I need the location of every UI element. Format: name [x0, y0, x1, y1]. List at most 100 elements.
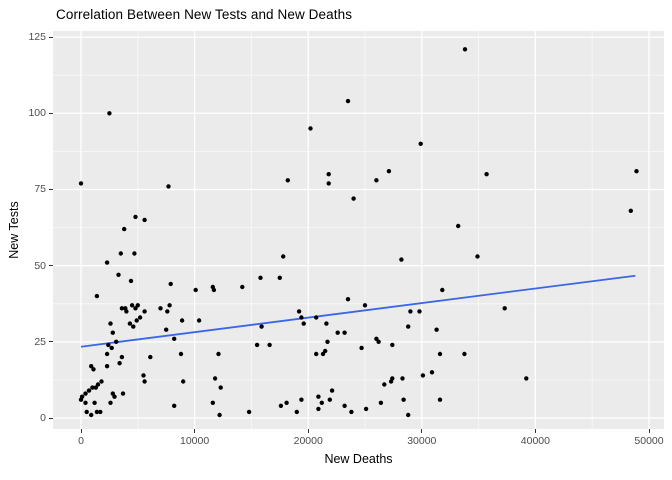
- scatter-point: [89, 364, 94, 369]
- scatter-point: [133, 214, 138, 220]
- scatter-point: [133, 306, 138, 311]
- scatter-point: [104, 260, 110, 265]
- scatter-point: [119, 306, 125, 311]
- scatter-point: [314, 315, 319, 320]
- scatter-point: [327, 397, 332, 402]
- scatter-point: [148, 354, 153, 360]
- scatter-point: [142, 379, 147, 384]
- y-tick-label: 0: [40, 412, 46, 425]
- scatter-point: [277, 275, 282, 280]
- scatter-point: [301, 321, 306, 326]
- scatter-point: [240, 284, 245, 290]
- scatter-point: [110, 330, 115, 335]
- scatter-point: [216, 351, 221, 357]
- scatter-point: [319, 400, 324, 405]
- scatter-point: [104, 351, 110, 357]
- scatter-point: [437, 351, 443, 357]
- scatter-point: [284, 400, 289, 405]
- scatter-point: [107, 111, 112, 116]
- scatter-point: [94, 409, 100, 415]
- scatter-point: [382, 382, 387, 387]
- scatter-point: [285, 178, 290, 183]
- x-tick-label: 10000: [179, 435, 210, 447]
- scatter-point: [193, 287, 198, 293]
- scatter-point: [95, 382, 101, 387]
- scatter-point: [258, 275, 263, 280]
- scatter-point: [137, 315, 143, 320]
- y-tick-label: 50: [34, 259, 46, 272]
- chart-canvas: [53, 31, 664, 429]
- scatter-point: [168, 281, 173, 287]
- scatter-point: [212, 376, 218, 381]
- scatter-point: [351, 196, 356, 201]
- scatter-point: [210, 400, 215, 405]
- y-axis-tick-mark: [49, 417, 53, 419]
- scatter-point: [246, 409, 252, 415]
- scatter-point: [114, 339, 119, 344]
- scatter-point: [91, 367, 96, 372]
- x-axis-tick-mark: [307, 429, 309, 433]
- scatter-point: [172, 336, 177, 341]
- trend-line: [80, 274, 636, 348]
- scatter-point: [359, 345, 364, 351]
- scatter-point: [141, 373, 146, 378]
- scatter-point: [342, 403, 347, 408]
- scatter-point: [401, 397, 406, 402]
- scatter-point: [417, 309, 422, 314]
- scatter-point: [462, 47, 468, 52]
- scatter-point: [628, 208, 633, 213]
- scatter-point: [108, 400, 113, 405]
- scatter-point: [135, 303, 140, 308]
- scatter-point: [172, 403, 177, 408]
- y-axis-tick-mark: [49, 341, 53, 343]
- scatter-point: [98, 409, 103, 415]
- scatter-point: [86, 388, 92, 393]
- scatter-point: [362, 303, 368, 308]
- scatter-point: [167, 303, 172, 308]
- y-axis-tick-mark: [49, 112, 53, 114]
- scatter-point: [376, 339, 381, 344]
- y-axis-tick-mark: [49, 265, 53, 267]
- scatter-point: [386, 169, 392, 174]
- scatter-point: [181, 379, 186, 384]
- scatter-point: [378, 400, 384, 405]
- x-axis-tick-mark: [421, 429, 423, 433]
- scatter-point: [434, 327, 439, 332]
- scatter-point: [134, 318, 139, 323]
- scatter-point: [128, 278, 134, 284]
- scatter-point: [83, 400, 88, 405]
- scatter-point: [324, 321, 329, 326]
- scatter-point: [196, 318, 202, 323]
- scatter-point: [363, 406, 369, 412]
- scatter-point: [99, 379, 104, 384]
- scatter-point: [267, 342, 272, 348]
- scatter-point: [124, 309, 129, 314]
- y-axis-tick-mark: [49, 188, 53, 190]
- scatter-point: [399, 257, 404, 262]
- y-tick-label: 75: [34, 183, 46, 196]
- scatter-point: [112, 394, 117, 399]
- scatter-point: [93, 385, 98, 390]
- scatter-point: [342, 330, 347, 335]
- scatter-point: [345, 98, 351, 104]
- scatter-point: [278, 403, 284, 408]
- scatter-point: [127, 321, 133, 326]
- scatter-point: [90, 385, 95, 390]
- scatter-point: [296, 309, 302, 314]
- scatter-point: [178, 351, 184, 357]
- scatter-point: [118, 251, 124, 256]
- scatter-point: [390, 342, 395, 348]
- scatter-point: [475, 254, 480, 259]
- scatter-point: [218, 385, 223, 390]
- x-axis-tick-mark: [534, 429, 536, 433]
- scatter-point: [165, 309, 170, 314]
- scatter-point: [104, 364, 110, 369]
- scatter-point: [129, 303, 135, 308]
- scatter-point: [299, 315, 304, 320]
- x-tick-label: 50000: [634, 435, 664, 447]
- scatter-point: [316, 394, 321, 399]
- scatter-point: [211, 287, 217, 293]
- scatter-point: [308, 126, 313, 131]
- scatter-point: [84, 409, 89, 415]
- scatter-point: [329, 388, 335, 393]
